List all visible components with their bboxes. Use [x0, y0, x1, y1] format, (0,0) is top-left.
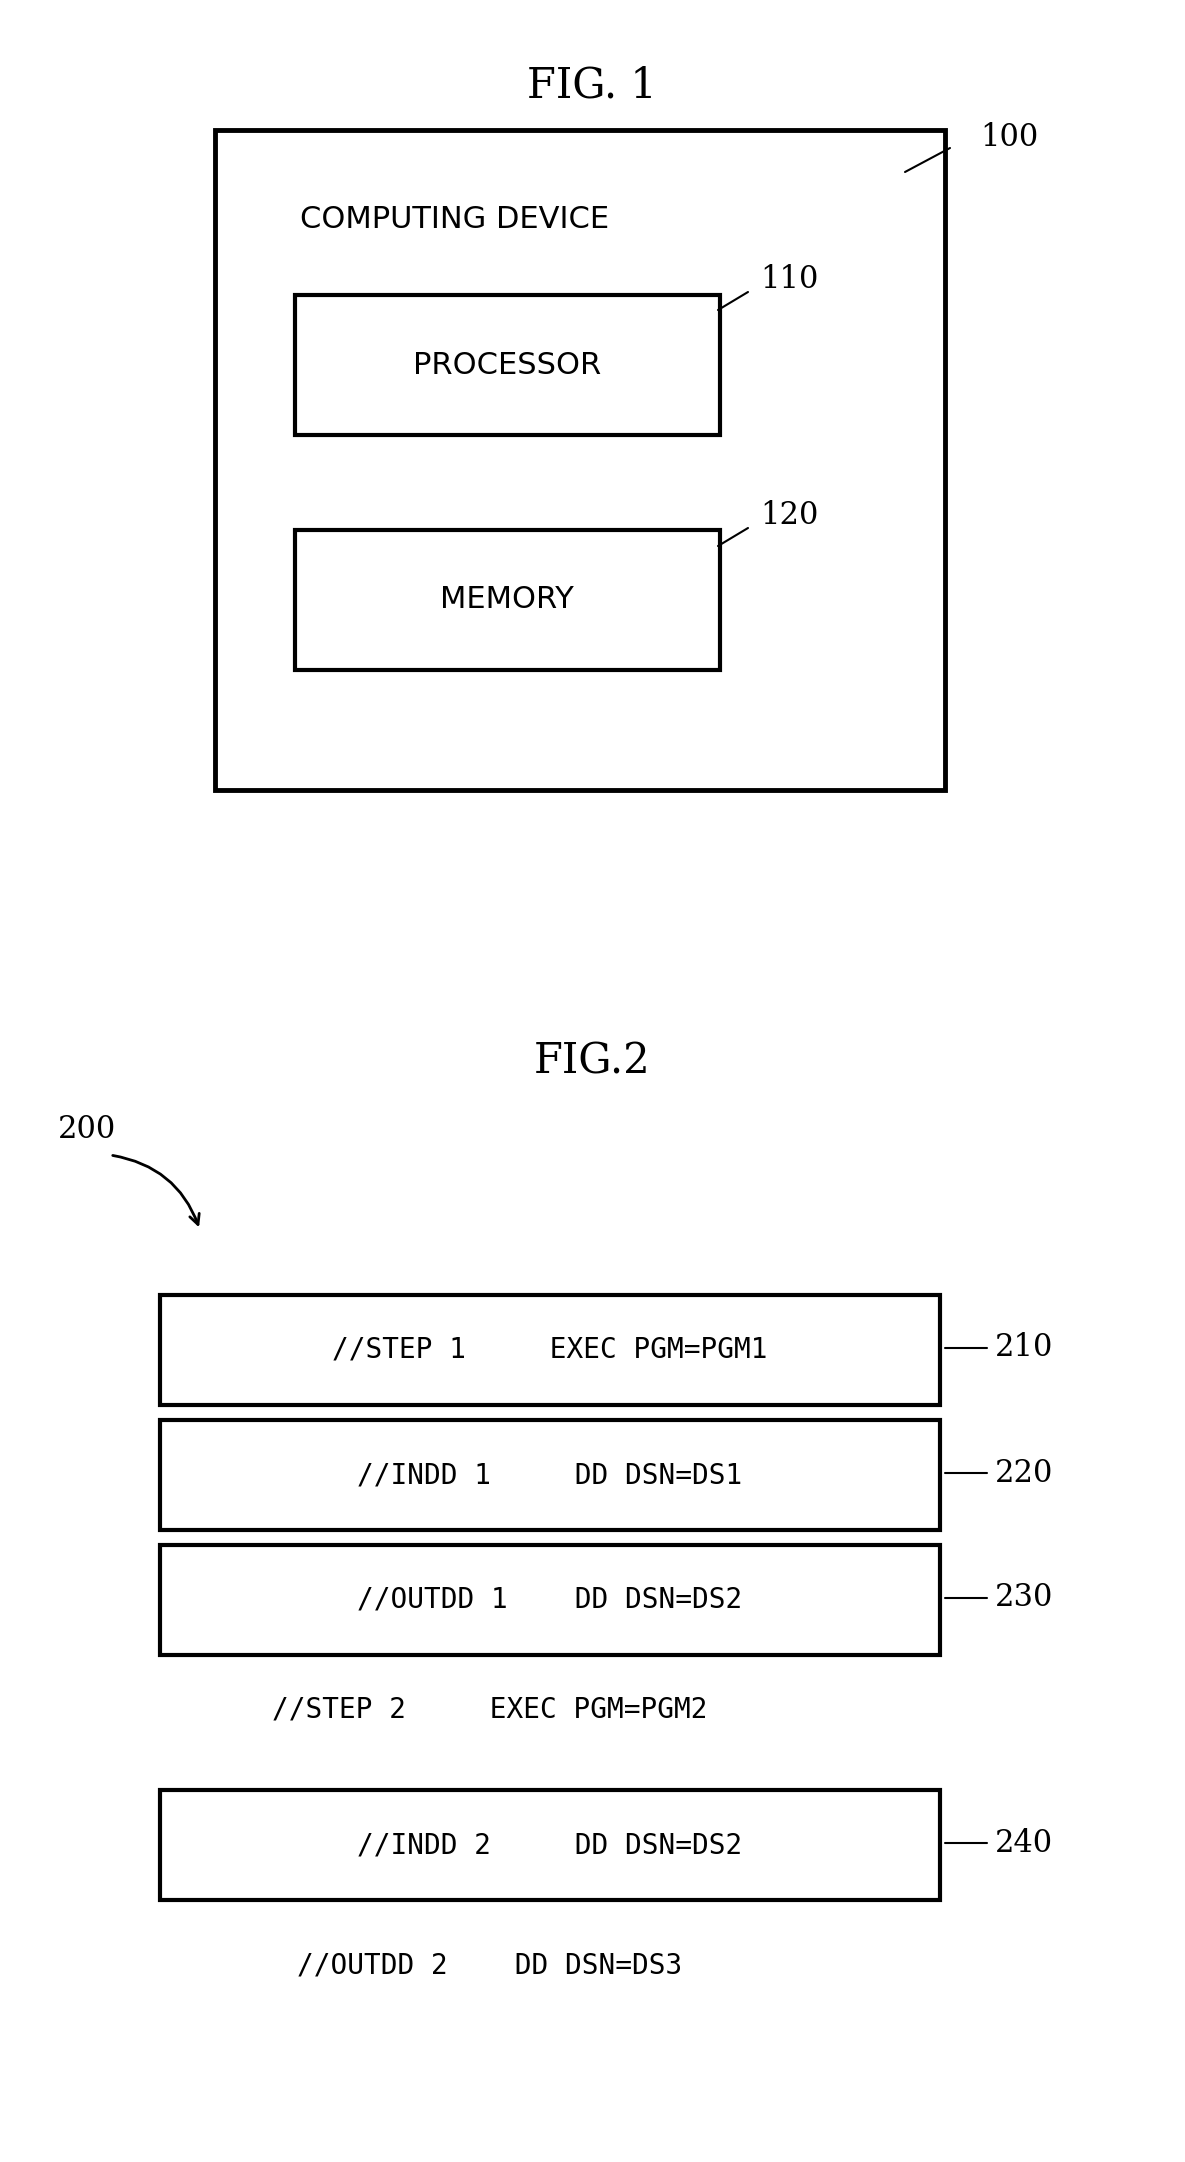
Text: //STEP 2     EXEC PGM=PGM2: //STEP 2 EXEC PGM=PGM2	[273, 1695, 707, 1723]
Text: COMPUTING DEVICE: COMPUTING DEVICE	[301, 205, 609, 233]
Text: //STEP 1     EXEC PGM=PGM1: //STEP 1 EXEC PGM=PGM1	[332, 1336, 768, 1364]
Text: //INDD 1     DD DSN=DS1: //INDD 1 DD DSN=DS1	[358, 1462, 743, 1490]
Text: 240: 240	[995, 1827, 1053, 1859]
Text: PROCESSOR: PROCESSOR	[412, 350, 601, 381]
Text: //OUTDD 1    DD DSN=DS2: //OUTDD 1 DD DSN=DS2	[358, 1587, 743, 1615]
Text: 220: 220	[995, 1457, 1053, 1487]
Text: 110: 110	[760, 264, 819, 296]
Bar	[160, 1420, 940, 1531]
Text: //INDD 2     DD DSN=DS2: //INDD 2 DD DSN=DS2	[358, 1831, 743, 1859]
Bar	[214, 130, 944, 789]
Text: 210: 210	[995, 1332, 1053, 1364]
Bar	[295, 294, 720, 435]
Bar	[160, 1790, 940, 1900]
Text: 120: 120	[760, 499, 819, 532]
Bar	[160, 1295, 940, 1405]
Text: 100: 100	[980, 123, 1038, 154]
Text: 230: 230	[995, 1583, 1053, 1613]
Text: 200: 200	[58, 1113, 116, 1146]
Text: FIG.2: FIG.2	[533, 1040, 651, 1081]
Bar	[295, 530, 720, 670]
Text: MEMORY: MEMORY	[440, 586, 574, 614]
Text: FIG. 1: FIG. 1	[527, 65, 656, 106]
Bar	[160, 1546, 940, 1654]
Text: //OUTDD 2    DD DSN=DS3: //OUTDD 2 DD DSN=DS3	[297, 1950, 683, 1978]
